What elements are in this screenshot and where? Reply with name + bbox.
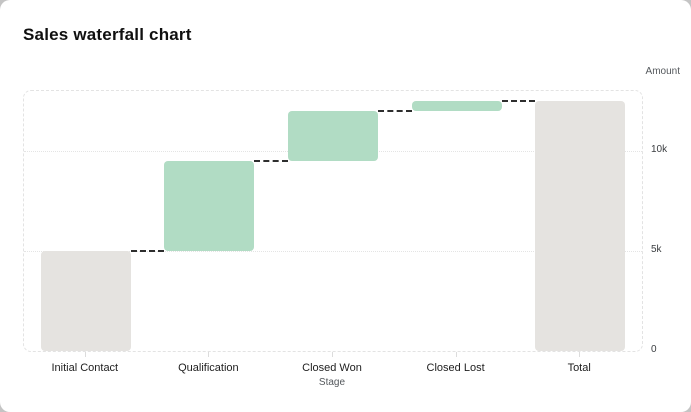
x-tick-mark-closed-lost <box>455 352 457 357</box>
gridline-5k <box>24 251 642 252</box>
waterfall-bar-qualification[interactable] <box>164 161 255 251</box>
plot-area <box>23 90 643 352</box>
x-axis-label-closed-lost: Closed Lost <box>426 362 485 374</box>
x-axis-label-closed-won: Closed Won <box>302 362 362 374</box>
x-axis-label-total: Total <box>567 362 591 374</box>
x-tick-mark-total <box>579 352 581 357</box>
x-axis-title: Stage <box>318 377 346 388</box>
waterfall-bar-total[interactable] <box>535 101 626 351</box>
connector-line-closed-lost <box>501 100 536 102</box>
waterfall-bar-closed-lost[interactable] <box>411 101 502 111</box>
x-tick-mark-closed-won <box>332 352 333 357</box>
x-tick-mark-initial-contact <box>84 352 86 357</box>
y-tick-label-0: 0 <box>651 344 657 355</box>
y-tick-label-10k: 10k <box>651 144 668 155</box>
connector-line-closed-won <box>378 110 412 112</box>
y-axis-title: Amount <box>645 66 680 77</box>
chart-title: Sales waterfall chart <box>23 25 192 44</box>
x-axis-label-initial-contact: Initial Contact <box>51 362 119 374</box>
x-tick-mark-qualification <box>208 352 210 357</box>
connector-line-qualification <box>254 160 288 162</box>
waterfall-bar-initial-contact[interactable] <box>40 251 131 351</box>
y-tick-label-5k: 5k <box>651 244 662 255</box>
connector-line-initial-contact <box>130 250 165 252</box>
waterfall-bar-closed-won[interactable] <box>288 111 378 161</box>
x-axis-label-qualification: Qualification <box>178 362 239 374</box>
